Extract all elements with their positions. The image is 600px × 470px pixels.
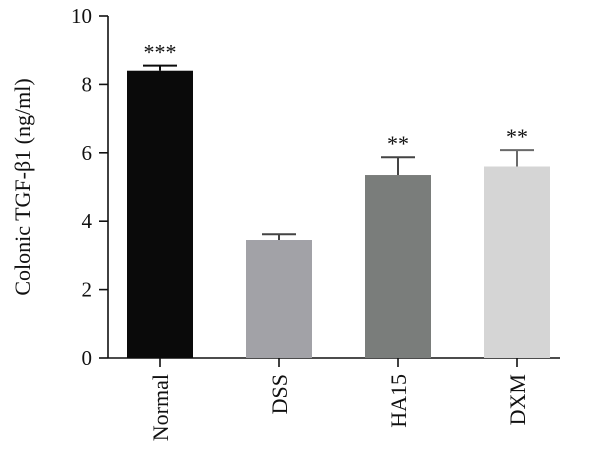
y-tick-label: 2 (82, 278, 93, 302)
y-tick-label: 10 (71, 4, 92, 28)
bar-normal (127, 70, 193, 358)
y-tick-label: 4 (82, 209, 93, 233)
significance-label-normal: *** (144, 40, 177, 65)
x-tick-label-normal: Normal (148, 374, 173, 441)
x-tick-label-dxm: DXM (505, 374, 530, 425)
bar-dss (246, 240, 312, 358)
bars-group (127, 64, 550, 358)
labels-group: 0 2 4 6 8 10 Colonic TGF-β1 (ng/ml) Normal *** DS… (10, 4, 530, 441)
x-tick-label-dss: DSS (267, 374, 292, 414)
x-tick-label-ha15: HA15 (386, 374, 411, 428)
y-tick-label: 8 (82, 72, 93, 96)
significance-label-dxm: ** (506, 124, 528, 149)
bar-ha15 (365, 175, 431, 358)
y-tick-label: 6 (82, 141, 93, 165)
y-tick-label: 0 (82, 346, 93, 370)
y-axis-label: Colonic TGF-β1 (ng/ml) (10, 78, 35, 295)
bar-dxm (484, 166, 550, 358)
significance-label-ha15: ** (387, 131, 409, 156)
